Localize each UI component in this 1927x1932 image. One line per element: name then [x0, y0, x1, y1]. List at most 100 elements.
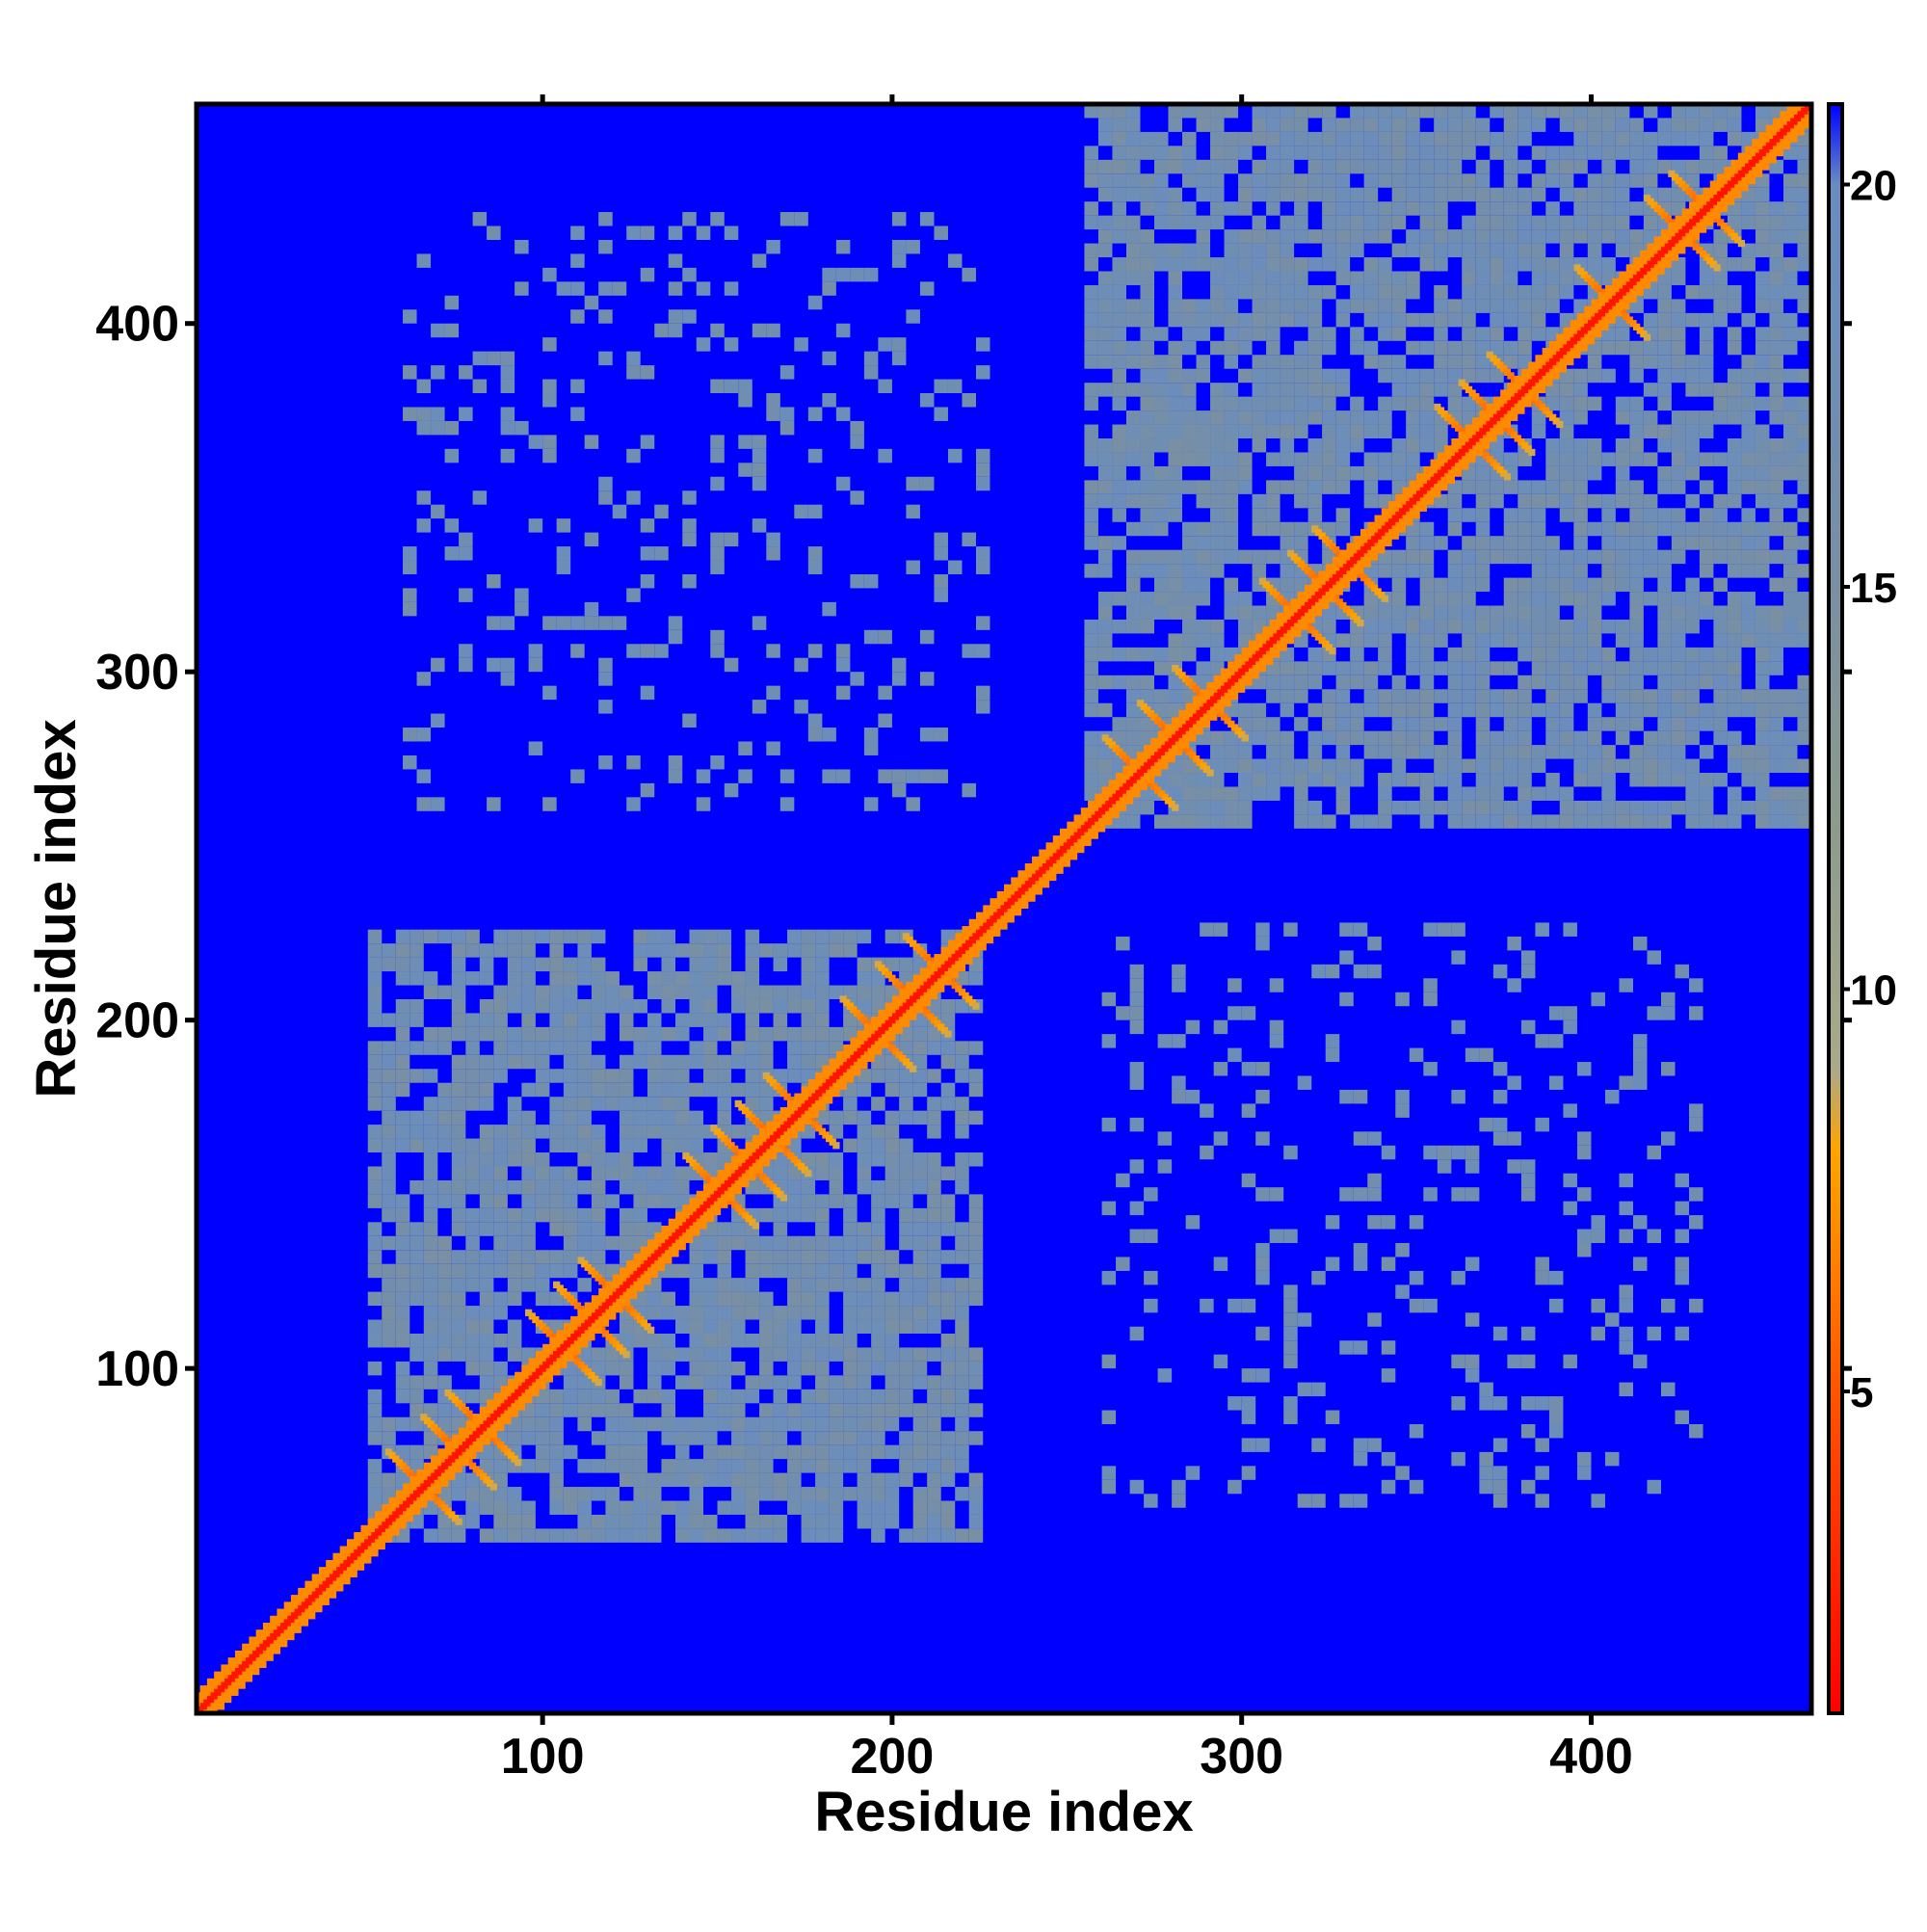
domain-cell	[1196, 549, 1211, 565]
domain-cell	[563, 1487, 578, 1501]
domain-cell	[1782, 758, 1798, 774]
domain-cell	[940, 998, 956, 1014]
domain-cell	[1462, 299, 1476, 313]
helix-contact-cell	[1112, 745, 1120, 753]
domain-cell	[1434, 424, 1448, 439]
domain-cell	[577, 1152, 592, 1167]
domain-cell	[1713, 299, 1728, 313]
domain-cell	[409, 1041, 424, 1055]
domain-cell	[1294, 521, 1308, 537]
domain-cell	[1741, 758, 1755, 774]
domain-cell	[1140, 396, 1154, 411]
domain-cell	[1182, 786, 1197, 801]
domain-cell	[591, 1194, 606, 1208]
domain-cell	[1545, 633, 1560, 648]
domain-cell	[899, 1528, 913, 1543]
domain-cell	[1140, 647, 1154, 662]
domain-cell	[1210, 773, 1225, 787]
interdomain-cell	[1283, 1396, 1298, 1411]
interdomain-cell	[724, 532, 739, 547]
domain-cell	[661, 1166, 675, 1180]
domain-cell	[1755, 438, 1770, 453]
domain-cell	[731, 1459, 746, 1473]
domain-cell	[1447, 340, 1463, 356]
domain-cell	[1545, 159, 1560, 174]
interdomain-cell	[1269, 1187, 1284, 1202]
domain-cell	[395, 1444, 410, 1460]
interdomain-cell	[696, 337, 711, 352]
domain-cell	[1125, 730, 1141, 746]
domain-cell	[871, 1263, 885, 1279]
interdomain-cell	[668, 616, 683, 630]
helix-contact-cell	[1266, 584, 1274, 593]
domain-cell	[451, 957, 466, 972]
helix-contact-cell	[902, 1058, 911, 1066]
helix-contact-cell	[1224, 717, 1231, 725]
domain-cell	[1741, 424, 1755, 439]
domain-cell	[382, 1333, 396, 1348]
domain-cell	[940, 1278, 956, 1292]
domain-cell	[703, 1403, 718, 1417]
interdomain-cell	[1353, 1131, 1368, 1146]
domain-cell	[703, 985, 718, 999]
domain-cell	[1363, 480, 1379, 494]
domain-cell	[1294, 229, 1308, 244]
domain-cell	[423, 1319, 438, 1334]
interdomain-cell	[752, 700, 767, 714]
domain-cell	[423, 1528, 438, 1543]
domain-cell	[1475, 549, 1491, 565]
interdomain-cell	[1591, 1215, 1605, 1230]
interdomain-cell	[1241, 1396, 1256, 1411]
domain-cell	[1168, 396, 1183, 411]
domain-cell	[787, 1375, 802, 1389]
domain-cell	[1406, 452, 1420, 466]
domain-cell	[1434, 284, 1448, 300]
domain-cell	[1280, 702, 1295, 718]
domain-cell	[1363, 605, 1379, 620]
interdomain-cell	[682, 713, 697, 728]
interdomain-cell	[1339, 992, 1354, 1007]
domain-cell	[507, 957, 522, 972]
domain-cell	[884, 1333, 900, 1348]
interdomain-cell	[1129, 964, 1145, 979]
domain-cell	[465, 1389, 480, 1404]
domain-cell	[912, 1375, 928, 1389]
domain-cell	[1797, 702, 1811, 718]
domain-cell	[1713, 647, 1728, 662]
interdomain-cell	[598, 212, 613, 226]
helix-contact-cell	[560, 1288, 568, 1296]
domain-cell	[1685, 800, 1700, 815]
domain-cell	[1419, 605, 1435, 620]
domain-cell	[968, 1375, 984, 1389]
domain-cell	[1769, 786, 1783, 801]
domain-cell	[1545, 452, 1560, 466]
domain-cell	[507, 985, 522, 999]
domain-cell	[1140, 271, 1154, 285]
domain-cell	[1462, 187, 1476, 202]
domain-cell	[843, 1361, 858, 1376]
domain-cell	[563, 1263, 578, 1279]
domain-cell	[1503, 187, 1518, 202]
domain-cell	[1210, 786, 1225, 801]
domain-cell	[1182, 814, 1197, 829]
domain-cell	[563, 1069, 578, 1083]
domain-cell	[1363, 271, 1379, 285]
helix-contact-cell	[1318, 637, 1326, 645]
domain-cell	[633, 1125, 647, 1139]
domain-cell	[689, 1054, 704, 1070]
domain-cell	[1629, 508, 1644, 522]
domain-cell	[1559, 689, 1574, 703]
domain-cell	[367, 1250, 383, 1264]
domain-cell	[689, 1487, 704, 1501]
domain-cell	[1573, 521, 1588, 537]
domain-cell	[689, 1291, 704, 1307]
domain-cell	[1196, 814, 1211, 829]
domain-cell	[451, 1278, 466, 1292]
domain-cell	[1084, 493, 1098, 509]
domain-cell	[1112, 159, 1126, 174]
domain-cell	[1503, 758, 1518, 774]
interdomain-cell	[626, 448, 641, 463]
domain-cell	[1125, 689, 1141, 703]
domain-cell	[955, 1222, 969, 1236]
domain-cell	[479, 1263, 494, 1279]
